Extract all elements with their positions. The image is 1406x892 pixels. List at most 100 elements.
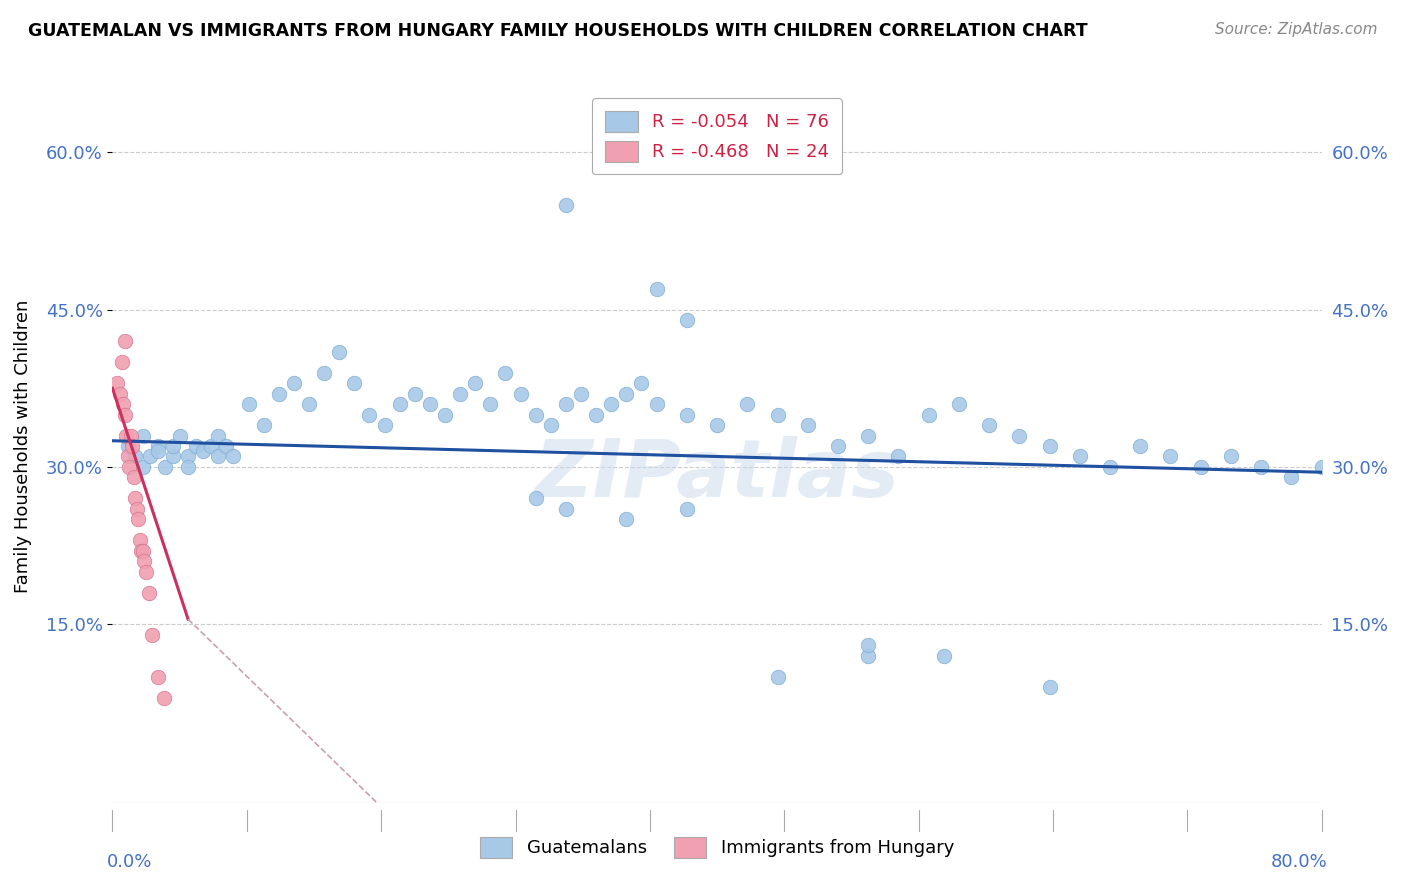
Point (766, 670, 789, 684)
Point (139, 450, 162, 464)
Point (155, 460, 177, 475)
Point (616, 386, 638, 401)
Point (948, 397, 970, 411)
Text: 0.0%: 0.0% (107, 853, 152, 871)
Point (177, 460, 200, 475)
Point (132, 428, 155, 442)
Point (495, 366, 517, 380)
Point (675, 502, 697, 516)
Point (128, 533, 150, 548)
Point (1008, 428, 1031, 442)
Point (108, 386, 131, 401)
Point (162, 450, 184, 464)
Point (169, 428, 191, 442)
Point (222, 450, 245, 464)
Point (600, 397, 623, 411)
Point (117, 450, 139, 464)
Point (125, 502, 148, 516)
Text: ZIPatlas: ZIPatlas (534, 435, 900, 514)
Point (117, 439, 139, 453)
Point (127, 512, 149, 526)
Point (132, 460, 155, 475)
Point (856, 648, 880, 663)
Point (118, 460, 141, 475)
Point (509, 386, 531, 401)
Point (554, 397, 576, 411)
Point (134, 554, 156, 568)
Point (554, 502, 576, 516)
Point (112, 397, 135, 411)
Point (207, 450, 229, 464)
Point (328, 344, 350, 359)
Point (146, 444, 169, 458)
Point (207, 428, 229, 442)
Point (120, 428, 142, 442)
Point (569, 386, 592, 401)
Point (464, 376, 486, 390)
Point (449, 386, 471, 401)
Text: Source: ZipAtlas.com: Source: ZipAtlas.com (1215, 22, 1378, 37)
Point (977, 417, 1000, 432)
Point (1279, 470, 1302, 484)
Point (114, 408, 136, 422)
Y-axis label: Family Households with Children: Family Households with Children (14, 300, 32, 592)
Point (124, 491, 146, 506)
Point (162, 439, 184, 453)
Point (1189, 460, 1212, 475)
Point (283, 376, 305, 390)
Point (388, 397, 411, 411)
Point (253, 417, 276, 432)
Point (141, 628, 163, 642)
Point (267, 386, 290, 401)
Point (585, 408, 607, 422)
Point (298, 397, 321, 411)
Point (122, 470, 145, 484)
Point (124, 450, 146, 464)
Text: 80.0%: 80.0% (1271, 853, 1327, 871)
Point (630, 376, 652, 390)
Point (856, 428, 880, 442)
Point (238, 397, 260, 411)
Point (433, 408, 456, 422)
Point (706, 417, 728, 432)
Point (343, 376, 366, 390)
Point (110, 355, 132, 369)
Point (887, 450, 910, 464)
Point (404, 386, 426, 401)
Point (419, 397, 441, 411)
Point (616, 512, 638, 526)
Point (105, 376, 128, 390)
Point (1069, 450, 1091, 464)
Point (374, 417, 396, 432)
Point (1220, 450, 1243, 464)
Point (191, 444, 214, 458)
Point (524, 408, 547, 422)
Point (827, 439, 849, 453)
Point (114, 334, 136, 348)
Text: GUATEMALAN VS IMMIGRANTS FROM HUNGARY FAMILY HOUSEHOLDS WITH CHILDREN CORRELATIO: GUATEMALAN VS IMMIGRANTS FROM HUNGARY FA… (28, 22, 1088, 40)
Point (645, 397, 668, 411)
Point (153, 690, 176, 705)
Point (766, 408, 789, 422)
Point (200, 439, 222, 453)
Point (184, 439, 207, 453)
Point (856, 639, 880, 653)
Point (554, 197, 576, 211)
Point (1250, 460, 1272, 475)
Point (121, 439, 143, 453)
Point (524, 491, 547, 506)
Point (132, 544, 155, 558)
Point (1129, 439, 1152, 453)
Point (796, 417, 818, 432)
Point (115, 428, 138, 442)
Point (135, 565, 157, 579)
Point (918, 408, 941, 422)
Point (138, 586, 160, 600)
Point (129, 544, 152, 558)
Point (737, 397, 759, 411)
Point (177, 450, 200, 464)
Point (675, 408, 697, 422)
Point (1098, 460, 1121, 475)
Point (1310, 460, 1333, 475)
Point (1038, 681, 1062, 695)
